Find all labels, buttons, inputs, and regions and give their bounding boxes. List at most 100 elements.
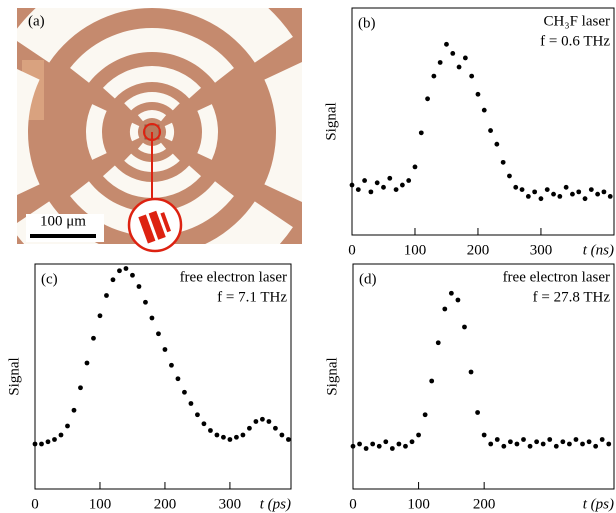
antenna-arc <box>197 104 219 160</box>
data-point <box>456 64 462 70</box>
data-point <box>117 268 122 274</box>
antenna-arc <box>164 122 175 142</box>
data-point <box>169 362 174 368</box>
antenna-arm <box>17 8 293 63</box>
data-point <box>383 439 389 445</box>
data-point <box>104 293 109 298</box>
data-point <box>416 432 421 438</box>
antenna-arm <box>70 181 234 237</box>
data-point <box>273 425 278 431</box>
data-point <box>582 196 588 202</box>
data-point <box>45 439 51 445</box>
y-axis-label: Signal <box>6 357 22 395</box>
antenna-arm <box>102 66 202 99</box>
data-point <box>444 41 449 47</box>
annotation: CH₃F laser <box>544 13 610 29</box>
data-point <box>450 51 456 56</box>
data-point <box>208 428 213 433</box>
data-point <box>130 272 135 278</box>
data-point <box>525 194 531 199</box>
data-point <box>393 187 399 193</box>
data-point <box>519 187 525 193</box>
antenna-arc <box>86 104 107 160</box>
x-tick-label: 300 <box>530 242 553 258</box>
data-point <box>435 340 441 346</box>
data-point <box>214 432 220 438</box>
data-point <box>266 419 272 424</box>
x-tick-label: 100 <box>89 496 112 512</box>
data-point <box>507 173 512 179</box>
data-point <box>521 437 526 442</box>
data-point <box>553 443 559 449</box>
antenna-arc <box>264 62 302 202</box>
data-point <box>182 389 187 395</box>
data-point <box>52 437 57 442</box>
data-point <box>32 441 38 447</box>
data-point <box>368 189 374 195</box>
panel-label: (c) <box>41 271 58 287</box>
data-point <box>175 376 181 382</box>
data-point <box>39 441 44 447</box>
y-axis-label: Signal <box>323 102 339 140</box>
data-point <box>475 91 481 97</box>
data-point <box>349 182 355 188</box>
micrograph <box>17 8 302 244</box>
data-point <box>58 432 64 438</box>
data-point <box>595 191 601 197</box>
x-tick-label: 100 <box>407 496 430 512</box>
data-point <box>409 439 415 445</box>
data-point <box>455 297 461 303</box>
data-point <box>123 266 129 271</box>
x-axis-label: t (ps) <box>260 496 291 512</box>
data-point <box>389 446 395 451</box>
data-point <box>593 443 599 449</box>
antenna-arc <box>17 69 40 195</box>
antenna-arm <box>70 27 234 83</box>
annotation: f = 0.6 THz <box>540 33 610 49</box>
data-point <box>363 446 369 451</box>
data-point <box>557 194 563 199</box>
panel-label: (b) <box>358 15 376 31</box>
data-point <box>481 107 487 113</box>
data-point <box>247 425 252 431</box>
annotation: free electron laser <box>503 269 610 285</box>
data-point <box>563 184 569 190</box>
data-point <box>576 189 582 195</box>
panel-label: (a) <box>28 13 45 29</box>
data-point <box>286 437 291 442</box>
data-point <box>586 439 592 445</box>
data-point <box>514 441 520 447</box>
data-point <box>253 419 259 424</box>
data-point <box>376 443 382 449</box>
data-point <box>110 277 116 283</box>
data-point <box>370 441 376 447</box>
x-tick-label: 0 <box>31 496 39 512</box>
antenna-arm <box>137 109 167 122</box>
data-point <box>462 55 468 61</box>
data-point <box>588 187 594 193</box>
data-point <box>84 360 90 366</box>
data-point <box>547 437 553 442</box>
x-axis-label: t (ns) <box>583 242 614 258</box>
x-tick-label: 100 <box>404 242 427 258</box>
annotation: free electron laser <box>180 269 287 285</box>
data-point <box>78 385 83 391</box>
data-point <box>221 434 226 440</box>
x-tick-label: 0 <box>349 496 357 512</box>
data-point <box>606 441 612 447</box>
antenna-arc <box>130 122 140 142</box>
data-point <box>469 73 475 79</box>
antenna-arm <box>17 201 293 244</box>
annotation: f = 7.1 THz <box>217 289 287 305</box>
data-point <box>195 412 200 418</box>
x-tick-label: 200 <box>467 242 490 258</box>
data-point <box>362 178 367 183</box>
data-point <box>201 421 207 427</box>
annotation: f = 27.8 THz <box>533 289 611 305</box>
data-point <box>188 401 194 406</box>
plot-frame <box>34 263 292 490</box>
data-point <box>538 196 544 202</box>
data-point <box>475 410 480 415</box>
data-point <box>567 441 572 447</box>
